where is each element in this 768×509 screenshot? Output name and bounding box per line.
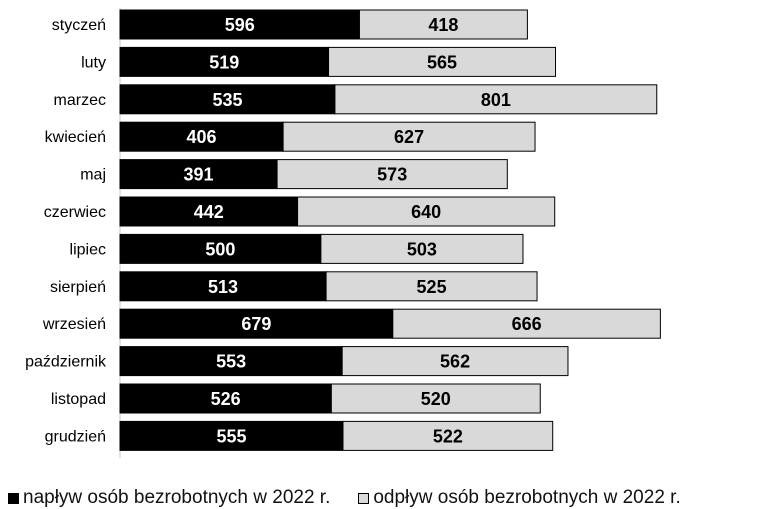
category-label: październik (25, 354, 107, 371)
bar-segment-inflow (119, 46, 330, 77)
bar-segment-outflow (358, 9, 528, 40)
category-label: czerwiec (44, 204, 106, 221)
data-label-outflow: 573 (377, 165, 407, 185)
bar-segment-inflow (119, 9, 360, 40)
data-label-outflow: 522 (433, 426, 463, 446)
bar-segment-inflow (119, 233, 322, 264)
legend-item-outflow: odpływ osób bezrobotnych w 2022 r. (358, 487, 681, 509)
category-label: grudzień (45, 428, 106, 445)
data-label-inflow: 442 (194, 202, 224, 222)
bar-segment-outflow (276, 159, 508, 190)
bar-segment-outflow (330, 383, 541, 414)
bar-segment-outflow (325, 271, 538, 302)
bar-segment-outflow (282, 121, 536, 152)
bar-segment-outflow (334, 84, 658, 115)
data-label-inflow: 513 (208, 277, 238, 297)
data-label-outflow: 565 (427, 52, 457, 72)
data-label-outflow: 503 (407, 239, 437, 259)
data-label-inflow: 519 (209, 52, 239, 72)
data-label-outflow: 666 (512, 314, 542, 334)
data-label-inflow: 406 (187, 127, 217, 147)
data-label-inflow: 679 (241, 314, 271, 334)
data-label-inflow: 596 (225, 15, 255, 35)
legend-label-inflow: napływ osób bezrobotnych w 2022 r. (23, 487, 331, 508)
data-label-outflow: 418 (428, 15, 458, 35)
data-label-outflow: 627 (394, 127, 424, 147)
category-label: styczeń (52, 17, 106, 34)
bar-segment-outflow (320, 233, 524, 264)
bar-segment-outflow (342, 420, 554, 451)
legend-label-outflow: odpływ osób bezrobotnych w 2022 r. (373, 487, 681, 508)
data-label-inflow: 500 (205, 239, 235, 259)
bar-segment-outflow (341, 346, 569, 377)
category-label: luty (81, 54, 106, 71)
data-label-outflow: 640 (411, 202, 441, 222)
data-label-outflow: 562 (440, 352, 470, 372)
data-label-inflow: 526 (211, 389, 241, 409)
legend-swatch-light (358, 492, 370, 504)
bar-segment-inflow (119, 383, 332, 414)
stacked-bar-chart: styczeń 596 418 luty 519 565 marzec 535 801 kwiec… (25, 8, 661, 458)
bars-group: styczeń 596 418 luty 519 565 marzec 535 801 kwiec… (25, 9, 661, 451)
bar-segment-inflow (119, 271, 327, 302)
category-label: sierpień (50, 279, 106, 296)
data-label-outflow: 525 (417, 277, 447, 297)
bar-segment-outflow (297, 196, 556, 227)
category-label: lipiec (70, 241, 106, 258)
data-label-inflow: 535 (212, 90, 242, 110)
legend: napływ osób bezrobotnych w 2022 r. odpły… (8, 487, 681, 509)
bar-segment-outflow (328, 46, 557, 77)
category-label: maj (80, 167, 106, 184)
category-label: listopad (51, 391, 106, 408)
bar-segment-inflow (119, 121, 284, 152)
bar-segment-inflow (119, 159, 278, 190)
data-label-inflow: 553 (216, 352, 246, 372)
legend-swatch-dark (8, 492, 19, 504)
data-label-outflow: 520 (421, 389, 451, 409)
data-label-inflow: 391 (184, 165, 214, 185)
bar-segment-outflow (392, 308, 661, 339)
data-label-inflow: 555 (216, 426, 246, 446)
bar-segment-inflow (119, 308, 394, 339)
category-label: wrzesień (42, 316, 106, 333)
category-label: kwiecień (45, 129, 106, 146)
legend-item-inflow: napływ osób bezrobotnych w 2022 r. (8, 487, 330, 509)
data-label-outflow: 801 (481, 90, 511, 110)
category-label: marzec (54, 92, 106, 109)
